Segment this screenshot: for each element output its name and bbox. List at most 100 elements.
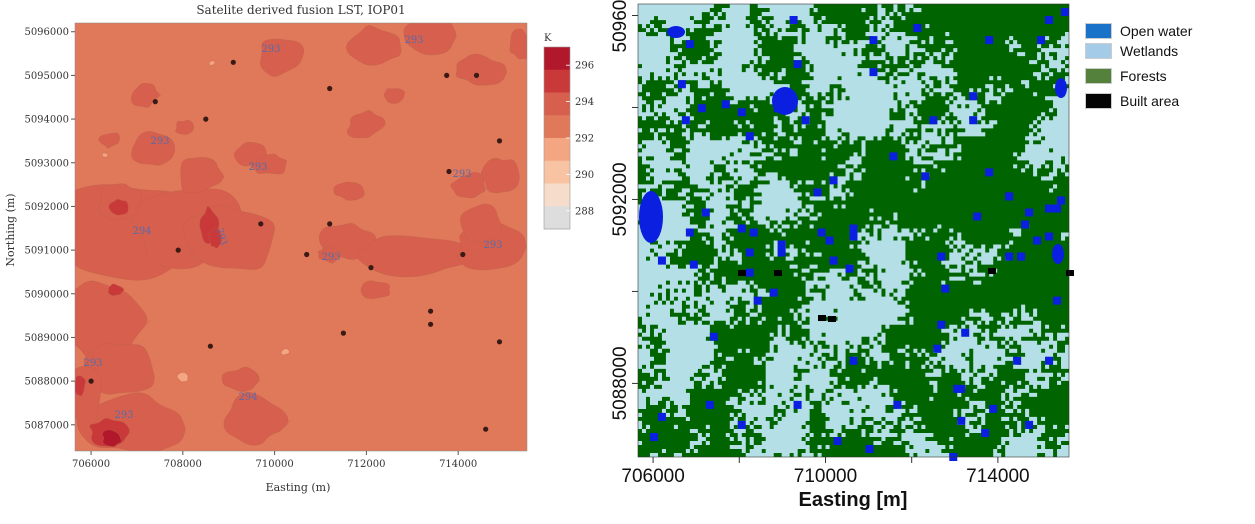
lst-y-tick-label: 5091000 — [24, 246, 69, 257]
lst-chart: Satelite derived fusion LST, IOP01 293 29… — [4, 3, 594, 494]
lst-contour-label: 293 — [214, 227, 228, 246]
lst-hottest-region — [102, 429, 122, 447]
landcover-built-cell — [774, 270, 782, 277]
lst-contour-label: 293 — [248, 162, 267, 173]
lst-contour-label: 293 — [452, 169, 471, 180]
lst-station-point — [496, 339, 503, 345]
lst-y-tick-label: 5088000 — [24, 377, 69, 388]
lst-station-point — [327, 221, 333, 227]
lst-station-point — [368, 265, 374, 271]
lst-station-point — [496, 138, 503, 144]
lst-colorbar-bin — [544, 183, 570, 207]
legend-item-wetlands: Wetlands — [1085, 43, 1178, 59]
lst-y-tick-label: 5094000 — [24, 115, 69, 126]
lst-hot-region — [108, 198, 129, 216]
lst-station-point — [428, 308, 434, 314]
legend-label: Forests — [1120, 68, 1167, 84]
lst-plot-area: 293 293 293 293 293 294 293 293 293 293 294 293 — [74, 22, 528, 452]
landcover-x-axis: 706000 710000 714000 — [621, 457, 1030, 487]
landcover-x-tick-label: 714000 — [966, 466, 1029, 487]
lst-contour-label: 293 — [150, 136, 169, 147]
lst-station-point — [258, 221, 264, 227]
lst-cool-region — [176, 372, 189, 383]
lst-contour-label: 293 — [483, 240, 502, 251]
lst-colorbar-bin — [544, 47, 570, 71]
lst-chart-panel: Satelite derived fusion LST, IOP01 293 29… — [0, 0, 600, 520]
lst-x-tick-label: 712000 — [347, 459, 385, 470]
lst-contour-region — [403, 23, 458, 56]
lst-contour-region — [509, 28, 527, 60]
landcover-built-cell — [988, 268, 996, 275]
lst-contour-region — [250, 153, 287, 175]
lst-contour-label: 294 — [238, 392, 257, 403]
lst-x-axis-label: Easting (m) — [266, 481, 331, 494]
lst-station-point — [88, 378, 94, 384]
landcover-built-cell — [738, 270, 746, 277]
lst-colorbar-bin — [544, 115, 570, 139]
lst-station-point — [428, 321, 434, 327]
lst-hot-region — [208, 228, 222, 249]
lst-contour-region — [333, 181, 365, 201]
lst-cool-region — [101, 152, 109, 158]
lst-contour-region — [221, 366, 261, 392]
lst-y-tick-label: 5089000 — [24, 333, 69, 344]
lst-contour-region — [346, 25, 402, 66]
landcover-x-tick-label: 710000 — [794, 466, 857, 487]
lst-x-tick-label: 708000 — [164, 459, 202, 470]
lst-station-point — [340, 330, 346, 336]
legend-swatch — [1085, 68, 1112, 84]
lst-colorbar-bin — [544, 69, 570, 93]
lst-contour-region — [357, 235, 472, 278]
lst-contour-region — [130, 82, 162, 108]
landcover-built-cell — [1066, 270, 1074, 277]
lst-contour-region — [75, 365, 102, 428]
lst-colorbar-tick-label: 288 — [575, 206, 594, 217]
legend-label: Wetlands — [1120, 43, 1179, 59]
lst-station-point — [207, 343, 213, 349]
lst-contour-region — [131, 131, 176, 166]
landcover-x-tick-label: 706000 — [621, 466, 684, 487]
lst-contour-region — [260, 38, 305, 77]
lst-y-tick-label: 5096000 — [24, 27, 69, 38]
legend-swatch — [1085, 43, 1112, 59]
lst-y-tick-label: 5090000 — [24, 289, 69, 300]
lst-station-point — [473, 72, 480, 78]
landcover-water-body — [667, 26, 685, 38]
lst-contour-region — [480, 157, 520, 194]
landcover-y-axis: 5088000 5092000 5096000 — [610, 0, 638, 420]
lst-colorbar: 296 294 292 290 288 — [543, 46, 594, 230]
lst-contour-region — [98, 132, 121, 149]
lst-colorbar-tick-label: 294 — [575, 97, 594, 108]
lst-colorbar-title: K — [544, 33, 552, 44]
lst-contour-label: 293 — [261, 44, 280, 55]
lst-y-tick-label: 5087000 — [24, 420, 69, 431]
lst-chart-title: Satelite derived fusion LST, IOP01 — [196, 3, 405, 17]
lst-station-point — [230, 59, 236, 65]
legend-swatch — [1085, 23, 1112, 39]
lst-station-point — [304, 251, 310, 258]
lst-x-tick-label: 706000 — [72, 459, 110, 470]
lst-x-tick-label: 710000 — [256, 459, 294, 470]
lst-colorbar-bin — [544, 160, 570, 184]
lst-contour-label: 293 — [114, 410, 133, 421]
lst-contour-region — [175, 119, 194, 135]
lst-colorbar-tick-label: 290 — [575, 170, 594, 181]
lst-colorbar-tick-label: 296 — [575, 61, 594, 72]
landcover-x-axis-label: Easting [m] — [799, 489, 908, 511]
lst-cool-region — [208, 60, 216, 66]
lst-colorbar-bin — [544, 92, 570, 116]
landcover-y-tick-label: 5092000 — [610, 162, 631, 236]
landcover-map — [637, 3, 1074, 462]
landcover-built-cell — [818, 315, 826, 322]
landcover-built-cell — [828, 316, 836, 323]
lst-hot-region — [75, 375, 86, 397]
lst-contour-region — [455, 53, 508, 86]
lst-colorbar-bin — [544, 138, 570, 162]
legend-item-forests: Forests — [1085, 68, 1167, 84]
lst-station-point — [444, 72, 450, 78]
lst-cool-region — [280, 348, 290, 356]
lst-contour-region — [360, 280, 391, 299]
lst-station-point — [460, 251, 466, 258]
lst-x-tick-label: 714000 — [439, 459, 477, 470]
